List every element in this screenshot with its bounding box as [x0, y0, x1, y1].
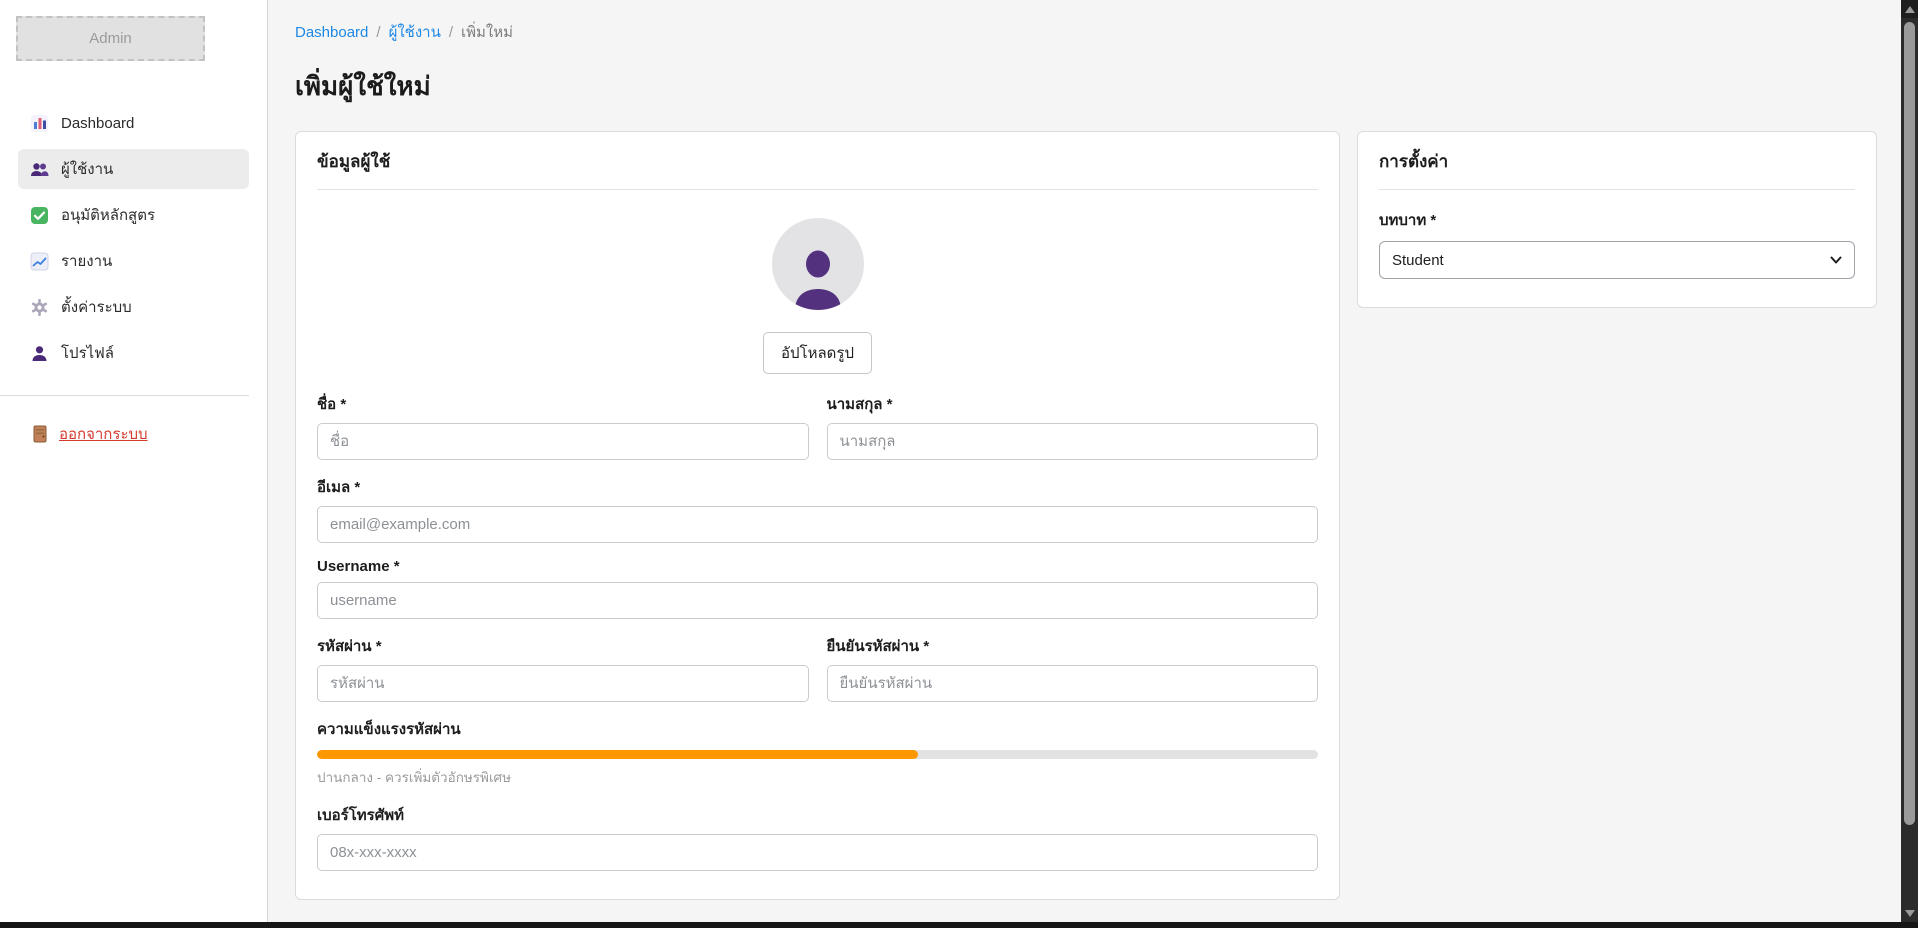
- avatar-section: อัปโหลดรูป: [317, 218, 1318, 374]
- triangle-down-icon: [1904, 909, 1915, 917]
- password-strength-track: [317, 750, 1318, 759]
- sidebar-item-system-settings[interactable]: ตั้งค่าระบบ: [18, 287, 249, 327]
- phone-input[interactable]: [317, 834, 1318, 871]
- password-strength-fill: [317, 750, 918, 759]
- password-label: รหัสผ่าน *: [317, 638, 382, 655]
- upload-photo-button[interactable]: อัปโหลดรูป: [763, 332, 872, 374]
- phone-field-group: เบอร์โทรศัพท์: [317, 803, 1318, 871]
- first-name-field-group: ชื่อ *: [317, 392, 809, 460]
- sidebar-item-label: รายงาน: [61, 253, 113, 270]
- breadcrumb: Dashboard / ผู้ใช้งาน / เพิ่มใหม่: [295, 20, 1877, 44]
- users-icon: [30, 160, 49, 179]
- scrollbar-up-arrow[interactable]: [1901, 0, 1918, 18]
- sidebar-item-profile[interactable]: โปรไฟล์: [18, 333, 249, 373]
- vertical-scrollbar[interactable]: [1901, 0, 1918, 922]
- email-input[interactable]: [317, 506, 1318, 543]
- page-title: เพิ่มผู้ใช้ใหม่: [295, 71, 431, 101]
- confirm-password-field-group: ยืนยันรหัสผ่าน *: [826, 634, 1318, 702]
- settings-card: การตั้งค่า บทบาท * Student: [1357, 131, 1877, 308]
- sidebar-item-label: อนุมัติหลักสูตร: [61, 207, 156, 224]
- sidebar-item-dashboard[interactable]: Dashboard: [18, 103, 249, 143]
- password-input[interactable]: [317, 665, 809, 702]
- triangle-up-icon: [1904, 5, 1915, 13]
- approve-check-icon: [30, 206, 49, 225]
- confirm-password-input[interactable]: [826, 665, 1318, 702]
- password-field-group: รหัสผ่าน *: [317, 634, 809, 702]
- settings-card-title: การตั้งค่า: [1379, 152, 1449, 171]
- card-divider: [317, 189, 1318, 190]
- username-label: Username *: [317, 558, 400, 575]
- confirm-password-label: ยืนยันรหัสผ่าน *: [826, 638, 930, 655]
- username-input[interactable]: [317, 582, 1318, 619]
- last-name-field-group: นามสกุล *: [826, 392, 1318, 460]
- avatar: [771, 218, 864, 310]
- window-bottom-edge: [0, 922, 1918, 928]
- sidebar-item-label: โปรไฟล์: [61, 345, 114, 362]
- line-chart-icon: [30, 252, 49, 271]
- sidebar-divider: [0, 395, 249, 396]
- logout-label: ออกจากระบบ: [59, 426, 148, 443]
- password-row: รหัสผ่าน * ยืนยันรหัสผ่าน *: [317, 634, 1318, 717]
- first-name-input[interactable]: [317, 423, 809, 460]
- breadcrumb-users-link[interactable]: ผู้ใช้งาน: [388, 24, 441, 41]
- password-strength-label: ความแข็งแรงรหัสผ่าน: [317, 721, 461, 738]
- last-name-input[interactable]: [826, 423, 1318, 460]
- last-name-label: นามสกุล *: [826, 396, 893, 413]
- sidebar-item-label: Dashboard: [61, 114, 135, 132]
- admin-logo-label: Admin: [89, 30, 132, 47]
- password-strength-caption: ปานกลาง - ควรเพิ่มตัวอักษรพิเศษ: [317, 770, 512, 785]
- door-icon: [30, 425, 49, 444]
- email-field-group: อีเมล *: [317, 475, 1318, 543]
- scrollbar-down-arrow[interactable]: [1901, 904, 1918, 922]
- role-select-wrap: Student: [1379, 241, 1855, 279]
- breadcrumb-current: เพิ่มใหม่: [461, 24, 514, 41]
- breadcrumb-separator: /: [376, 23, 381, 41]
- name-row: ชื่อ * นามสกุล *: [317, 392, 1318, 475]
- sidebar-item-reports[interactable]: รายงาน: [18, 241, 249, 281]
- scrollbar-thumb[interactable]: [1904, 22, 1915, 825]
- phone-label: เบอร์โทรศัพท์: [317, 807, 405, 824]
- sidebar-item-users[interactable]: ผู้ใช้งาน: [18, 149, 249, 189]
- username-field-group: Username *: [317, 558, 1318, 619]
- role-label: บทบาท *: [1379, 212, 1437, 229]
- admin-logo: Admin: [16, 16, 205, 61]
- logout-link[interactable]: ออกจากระบบ: [30, 422, 249, 446]
- avatar-person-icon: [794, 250, 841, 310]
- sidebar-item-label: ผู้ใช้งาน: [61, 161, 114, 178]
- email-label: อีเมล *: [317, 479, 361, 496]
- first-name-label: ชื่อ *: [317, 396, 347, 413]
- gear-icon: [30, 298, 49, 317]
- breadcrumb-separator: /: [448, 23, 454, 41]
- password-strength-section: ความแข็งแรงรหัสผ่าน ปานกลาง - ควรเพิ่มตั…: [317, 717, 1318, 788]
- sidebar-item-label: ตั้งค่าระบบ: [61, 299, 132, 316]
- card-divider: [1379, 189, 1855, 190]
- cards-row: ข้อมูลผู้ใช้ อัปโหลดรูป ชื่อ * นามสกุล *: [295, 131, 1877, 900]
- breadcrumb-dashboard-link[interactable]: Dashboard: [295, 23, 369, 41]
- sidebar-item-approve-courses[interactable]: อนุมัติหลักสูตร: [18, 195, 249, 235]
- sidebar-nav: Dashboard ผู้ใช้งาน อนุมัติหลักสูตร รายง…: [0, 103, 267, 373]
- user-info-card: ข้อมูลผู้ใช้ อัปโหลดรูป ชื่อ * นามสกุล *: [295, 131, 1340, 900]
- role-select[interactable]: Student: [1379, 241, 1855, 279]
- person-icon: [30, 344, 49, 363]
- main-content: Dashboard / ผู้ใช้งาน / เพิ่มใหม่ เพิ่มผ…: [268, 0, 1901, 922]
- sidebar: Admin Dashboard ผู้ใช้งาน อนุมัติหลักสูต…: [0, 0, 268, 922]
- user-info-card-title: ข้อมูลผู้ใช้: [317, 152, 391, 171]
- bar-chart-icon: [30, 114, 49, 133]
